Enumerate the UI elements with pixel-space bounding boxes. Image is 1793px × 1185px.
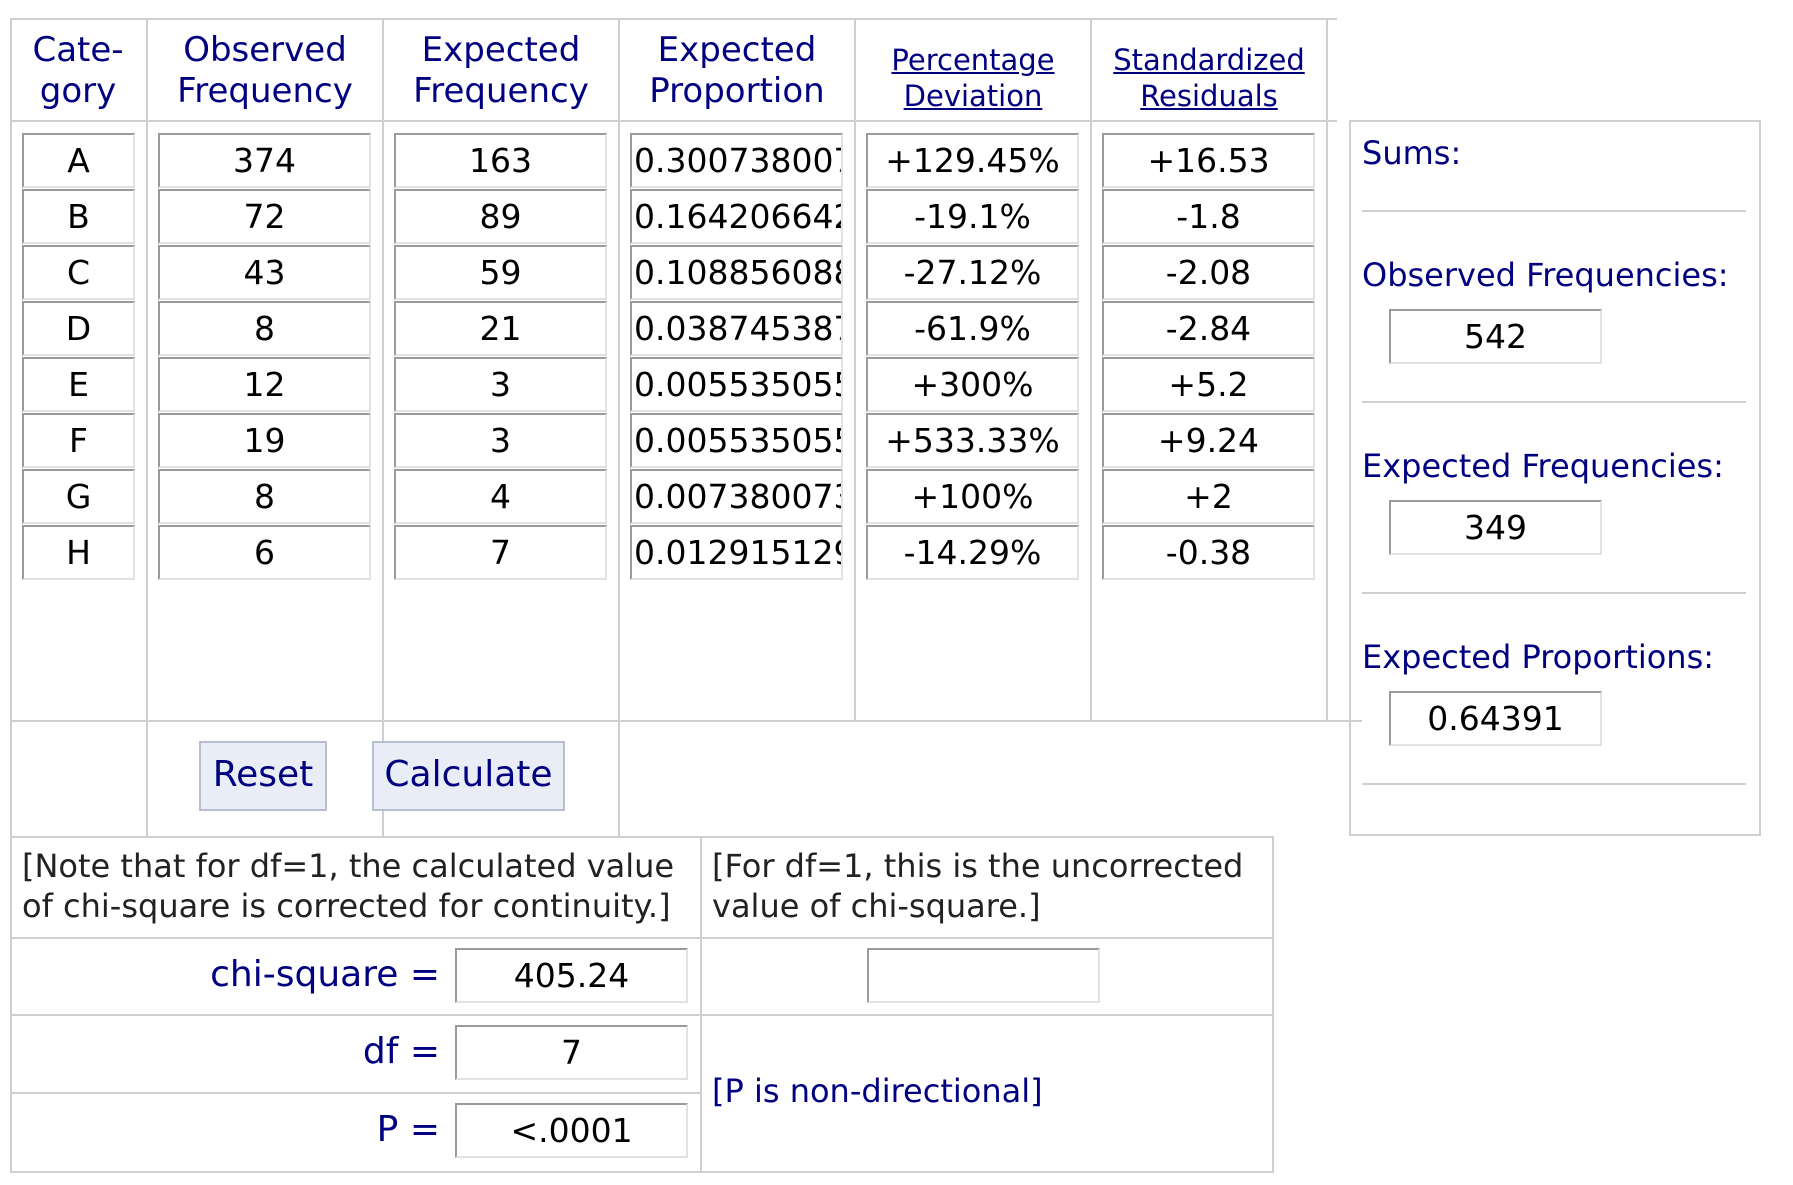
expected-frequency-field[interactable]: 163 [394,133,607,188]
observed-frequencies-sum-field[interactable]: 542 [1389,309,1602,364]
category-field[interactable]: A [22,133,135,188]
expected-frequency-field[interactable]: 89 [394,189,607,244]
percentage-deviation-field[interactable]: +100% [866,469,1079,524]
percentage-deviation-field[interactable]: -27.12% [866,245,1079,300]
category-field[interactable]: F [22,413,135,468]
category-field[interactable]: H [22,525,135,580]
percentage-deviation-field[interactable]: +300% [866,357,1079,412]
standardized-residual-field[interactable]: +5.2 [1102,357,1315,412]
observed-frequency-field[interactable]: 43 [158,245,371,300]
standardized-residual-field[interactable]: +9.24 [1102,413,1315,468]
percentage-deviation-field[interactable]: -61.9% [866,301,1079,356]
percentage-deviation-field[interactable]: -19.1% [866,189,1079,244]
category-field[interactable]: D [22,301,135,356]
standardized-residual-field[interactable]: +2 [1102,469,1315,524]
main-table [10,18,1337,847]
expected-proportions-sum-label: Expected Proportions: [1362,638,1715,676]
calculate-button[interactable]: Calculate [372,741,565,811]
standardized-residual-field[interactable]: -2.84 [1102,301,1315,356]
expected-proportion-field[interactable]: 0.164206642 [630,189,843,244]
df-field[interactable]: 7 [455,1025,688,1080]
observed-frequency-field[interactable]: 72 [158,189,371,244]
standardized-residuals-link[interactable]: Standardized Residuals [1113,43,1305,113]
expected-frequency-field[interactable]: 21 [394,301,607,356]
p-value-field[interactable]: <.0001 [455,1103,688,1158]
header-observed-frequency: Observed Frequency [177,30,353,111]
category-field[interactable]: G [22,469,135,524]
expected-proportions-sum-field[interactable]: 0.64391 [1389,691,1602,746]
sums-panel [1349,120,1761,836]
reset-button[interactable]: Reset [199,741,327,811]
percentage-deviation-field[interactable]: -14.29% [866,525,1079,580]
percentage-deviation-link[interactable]: Percentage Deviation [891,43,1055,113]
expected-frequency-field[interactable]: 7 [394,525,607,580]
observed-frequency-field[interactable]: 12 [158,357,371,412]
expected-frequency-field[interactable]: 4 [394,469,607,524]
expected-frequency-field[interactable]: 3 [394,357,607,412]
df-label: df = [362,1031,440,1072]
standardized-residual-field[interactable]: -2.08 [1102,245,1315,300]
expected-proportion-field[interactable]: 0.005535055 [630,357,843,412]
chi-square-label: chi-square = [210,954,440,995]
observed-frequencies-sum-label: Observed Frequencies: [1362,256,1729,294]
expected-frequencies-sum-label: Expected Frequencies: [1362,447,1724,485]
observed-frequency-field[interactable]: 374 [158,133,371,188]
standardized-residual-field[interactable]: -0.38 [1102,525,1315,580]
header-expected-frequency: Expected Frequency [413,30,589,111]
expected-frequency-field[interactable]: 59 [394,245,607,300]
chi-square-uncorrected-field[interactable] [867,948,1100,1003]
expected-proportion-field[interactable]: 0.108856088 [630,245,843,300]
category-field[interactable]: E [22,357,135,412]
header-category: Cate- gory [32,30,124,111]
expected-proportion-field[interactable]: 0.012915129 [630,525,843,580]
observed-frequency-field[interactable]: 19 [158,413,371,468]
standardized-residual-field[interactable]: -1.8 [1102,189,1315,244]
expected-proportion-field[interactable]: 0.005535055 [630,413,843,468]
header-expected-proportion: Expected Proportion [649,30,825,111]
expected-proportion-field[interactable]: 0.007380073 [630,469,843,524]
expected-proportion-field[interactable]: 0.038745387 [630,301,843,356]
expected-frequencies-sum-field[interactable]: 349 [1389,500,1602,555]
chi-square-field[interactable]: 405.24 [455,948,688,1003]
uncorrected-note: [For df=1, this is the uncorrected value… [712,847,1244,925]
percentage-deviation-field[interactable]: +129.45% [866,133,1079,188]
category-field[interactable]: C [22,245,135,300]
p-label: P = [376,1109,440,1150]
sums-title: Sums: [1362,134,1462,172]
percentage-deviation-field[interactable]: +533.33% [866,413,1079,468]
continuity-note: [Note that for df=1, the calculated valu… [22,847,675,925]
expected-frequency-field[interactable]: 3 [394,413,607,468]
expected-proportion-field[interactable]: 0.300738007 [630,133,843,188]
observed-frequency-field[interactable]: 6 [158,525,371,580]
standardized-residual-field[interactable]: +16.53 [1102,133,1315,188]
observed-frequency-field[interactable]: 8 [158,301,371,356]
observed-frequency-field[interactable]: 8 [158,469,371,524]
category-field[interactable]: B [22,189,135,244]
results-panel [10,836,1274,1173]
p-non-directional-note: [P is non-directional] [712,1072,1043,1110]
